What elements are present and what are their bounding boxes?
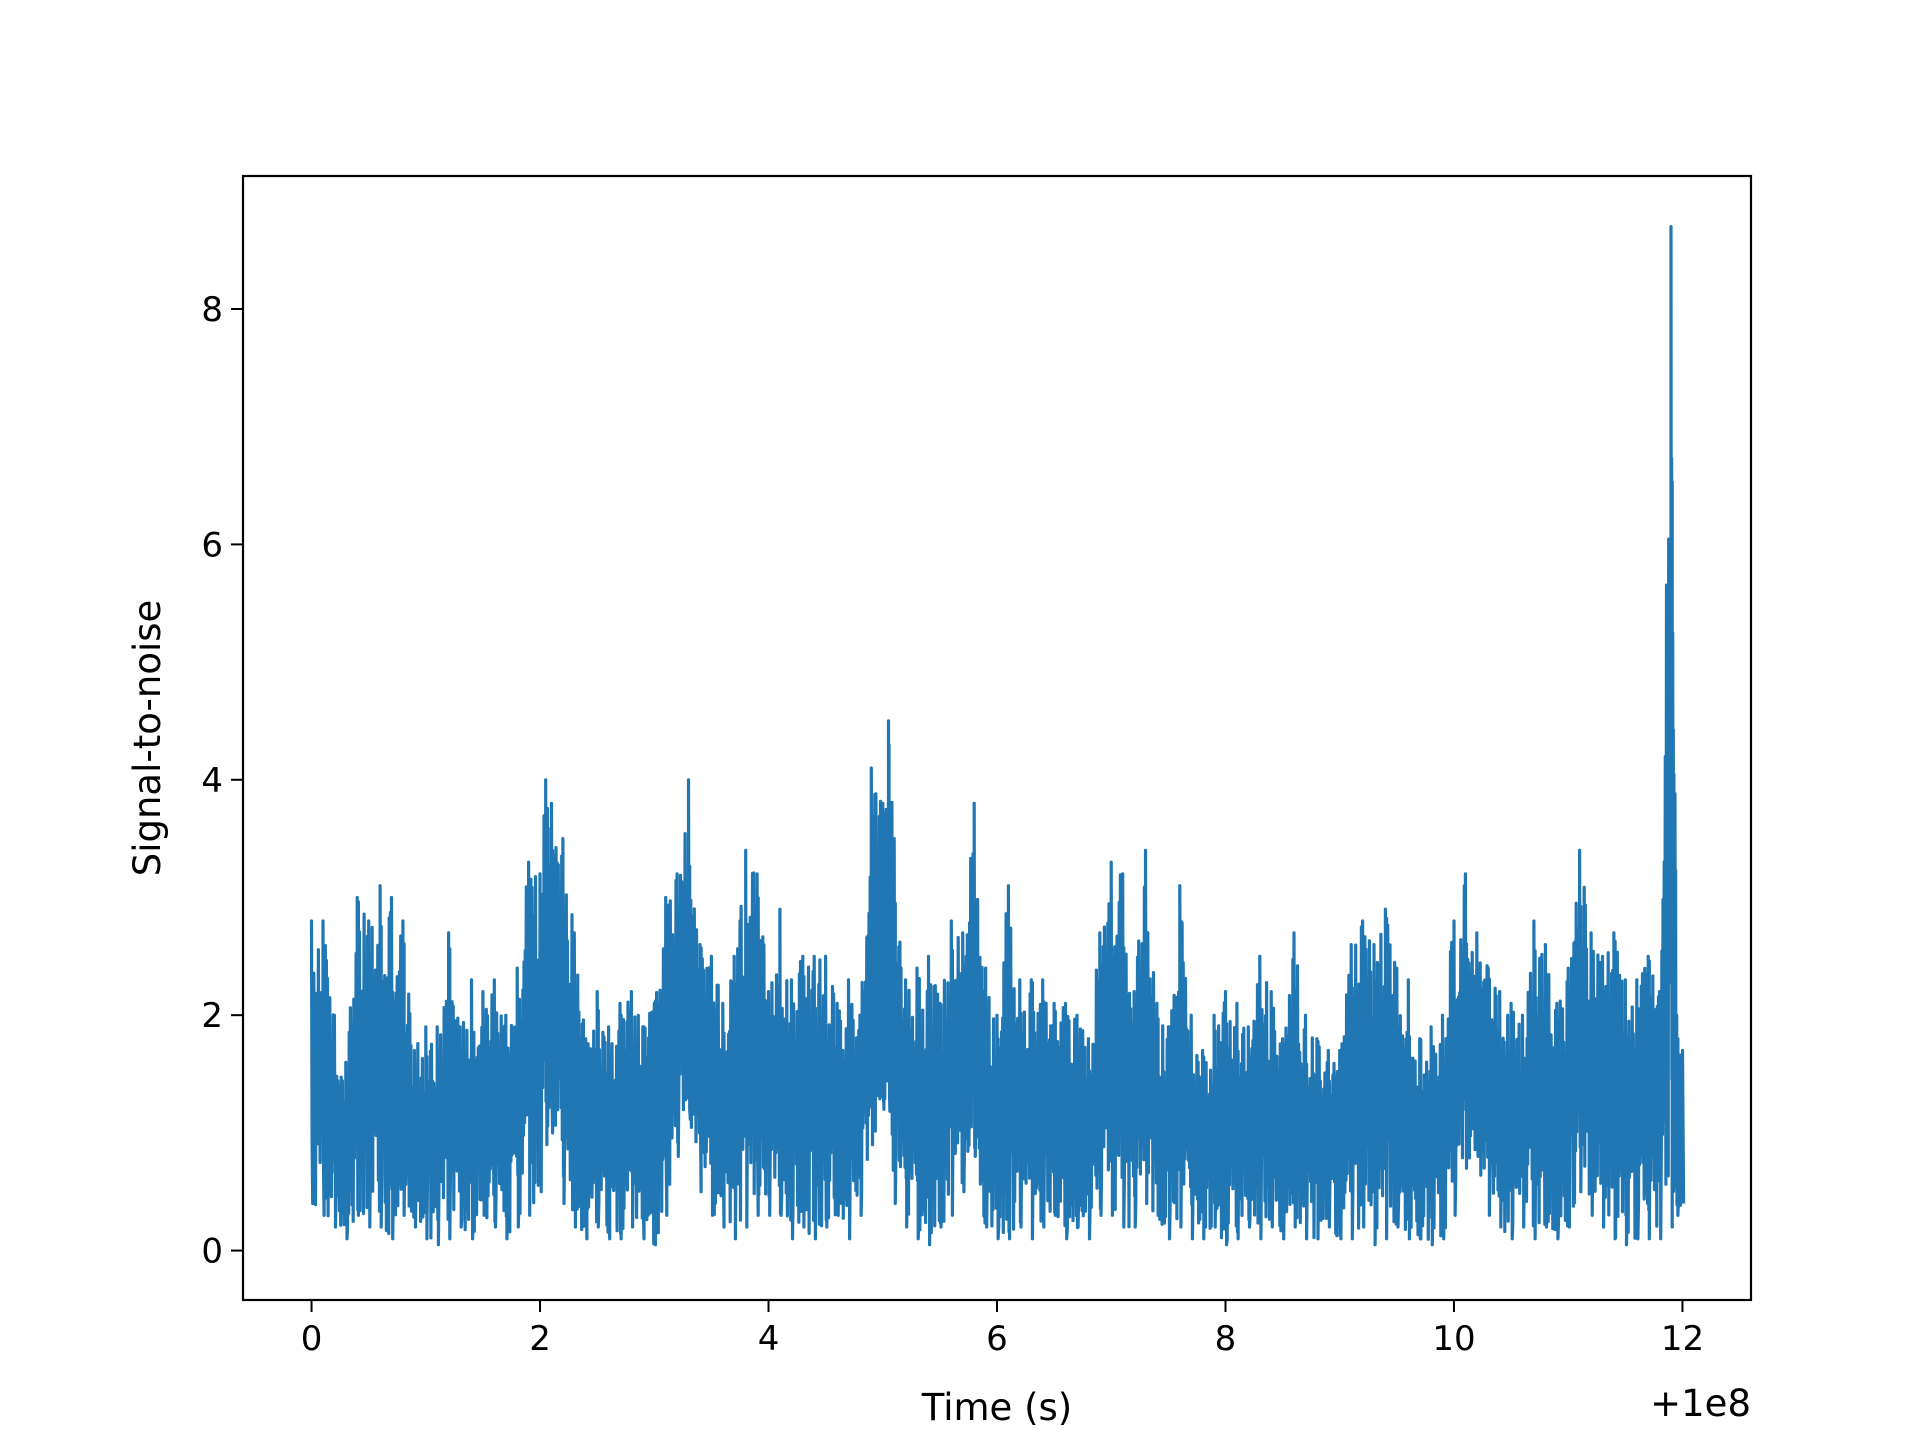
series-line-0: [309, 225, 1686, 1247]
x-axis-label: Time (s): [921, 1386, 1072, 1429]
y-tick-label: 8: [201, 290, 223, 330]
y-tick-label: 4: [201, 761, 223, 801]
x-tick-label: 4: [758, 1319, 780, 1359]
y-tick-label: 0: [201, 1232, 223, 1272]
plot-marks: [309, 225, 1686, 1247]
x-tick-label: 8: [1215, 1319, 1237, 1359]
y-tick-label: 2: [201, 996, 223, 1036]
x-tick-label: 2: [529, 1319, 551, 1359]
y-axis-label: Signal-to-noise: [126, 600, 169, 877]
x-tick-label: 0: [301, 1319, 323, 1359]
x-tick-label: 6: [986, 1319, 1008, 1359]
x-tick-label: 12: [1661, 1319, 1704, 1359]
y-axis: 0 2 4 6 8: [201, 290, 243, 1272]
x-tick-label: 10: [1432, 1319, 1475, 1359]
x-offset-label: +1e8: [1650, 1382, 1751, 1425]
y-tick-label: 6: [201, 525, 223, 565]
x-axis: 0 2 4 6 8 10 12: [301, 1300, 1704, 1359]
